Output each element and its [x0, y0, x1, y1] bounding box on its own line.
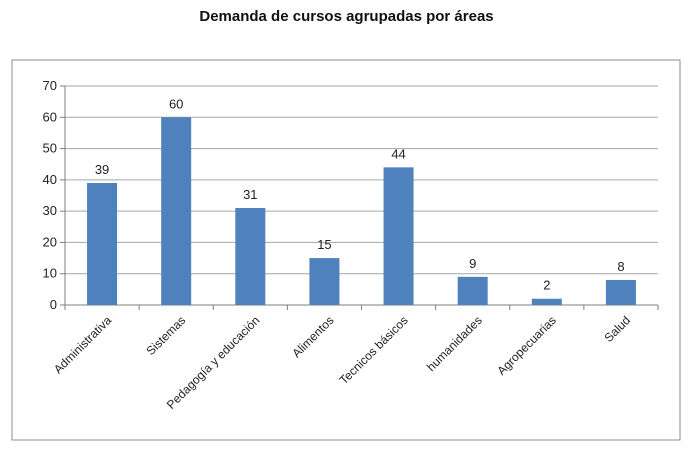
bar-4: [383, 167, 414, 305]
data-label: 8: [617, 259, 624, 274]
bar-6: [531, 298, 562, 305]
y-tick-label: 0: [50, 297, 57, 312]
y-tick-label: 60: [43, 109, 57, 124]
category-label: Administrativa: [51, 313, 114, 376]
bar-0: [87, 182, 118, 305]
data-label: 15: [317, 237, 331, 252]
data-label: 39: [95, 162, 109, 177]
category-label: Tecnicos básicos: [337, 313, 411, 387]
y-axis: 0 10 20 30 40 50 60 70: [43, 78, 659, 312]
category-label: Salud: [601, 313, 633, 345]
data-labels: 39 60 31 15 44 9 2 8: [95, 96, 625, 292]
category-label: Sistemas: [144, 313, 189, 358]
data-label: 9: [469, 256, 476, 271]
y-tick-label: 70: [43, 78, 57, 93]
gridlines: [65, 85, 658, 306]
chart-frame: [11, 59, 681, 441]
data-label: 60: [169, 96, 183, 111]
y-tick-label: 10: [43, 266, 57, 281]
category-label: humanidades: [424, 313, 485, 374]
category-label: Agropecuarias: [494, 313, 559, 378]
bar-1: [161, 117, 192, 306]
data-label: 31: [243, 187, 257, 202]
bar-3: [309, 258, 340, 305]
chart-title: Demanda de cursos agrupadas por áreas: [199, 8, 494, 25]
y-tick-label: 40: [43, 172, 57, 187]
data-label: 44: [391, 146, 405, 161]
data-label: 2: [543, 278, 550, 293]
bar-5: [457, 276, 488, 305]
y-tick-label: 50: [43, 141, 57, 156]
bar-7: [605, 279, 636, 305]
bars: [87, 117, 636, 306]
bar-2: [235, 208, 266, 305]
category-label: Alimentos: [289, 313, 336, 360]
y-tick-label: 20: [43, 234, 57, 249]
y-tick-label: 30: [43, 203, 57, 218]
